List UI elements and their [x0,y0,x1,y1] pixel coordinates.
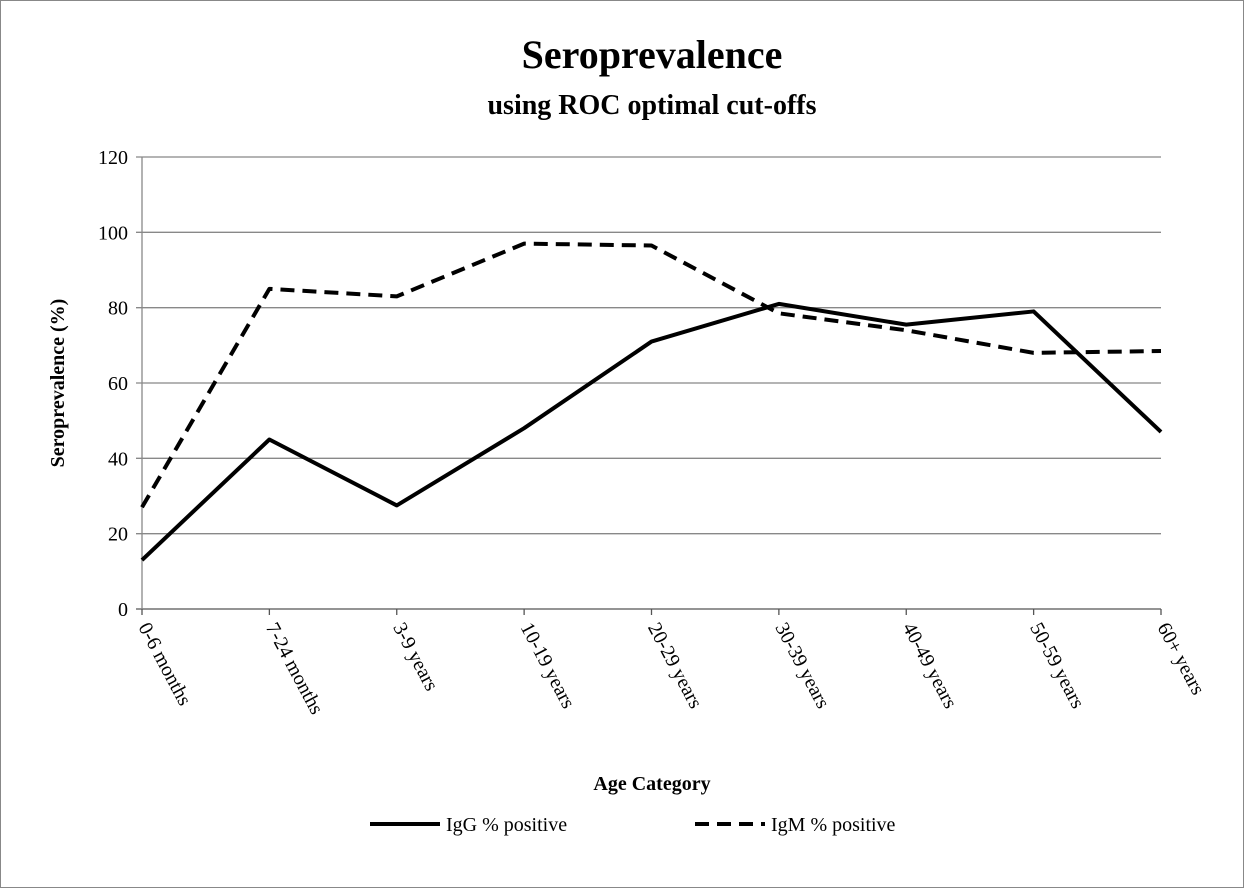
y-tick-label: 80 [108,298,128,320]
y-tick-label: 0 [118,599,128,621]
chart-title: Seroprevalence [522,32,783,77]
y-tick-label: 100 [98,222,128,244]
legend-label: IgG % positive [446,814,567,836]
data-line [140,241,1162,509]
x-axis-title: Age Category [593,773,710,795]
legend-label: IgM % positive [771,814,896,836]
y-tick-label: 60 [108,373,128,395]
y-tick-label: 20 [108,524,128,546]
chart-subtitle: using ROC optimal cut-offs [487,90,816,121]
y-tick-label: 40 [108,448,128,470]
data-line [140,301,1163,562]
y-tick-label: 120 [98,147,128,169]
y-axis-title: Seroprevalence (%) [47,299,69,468]
